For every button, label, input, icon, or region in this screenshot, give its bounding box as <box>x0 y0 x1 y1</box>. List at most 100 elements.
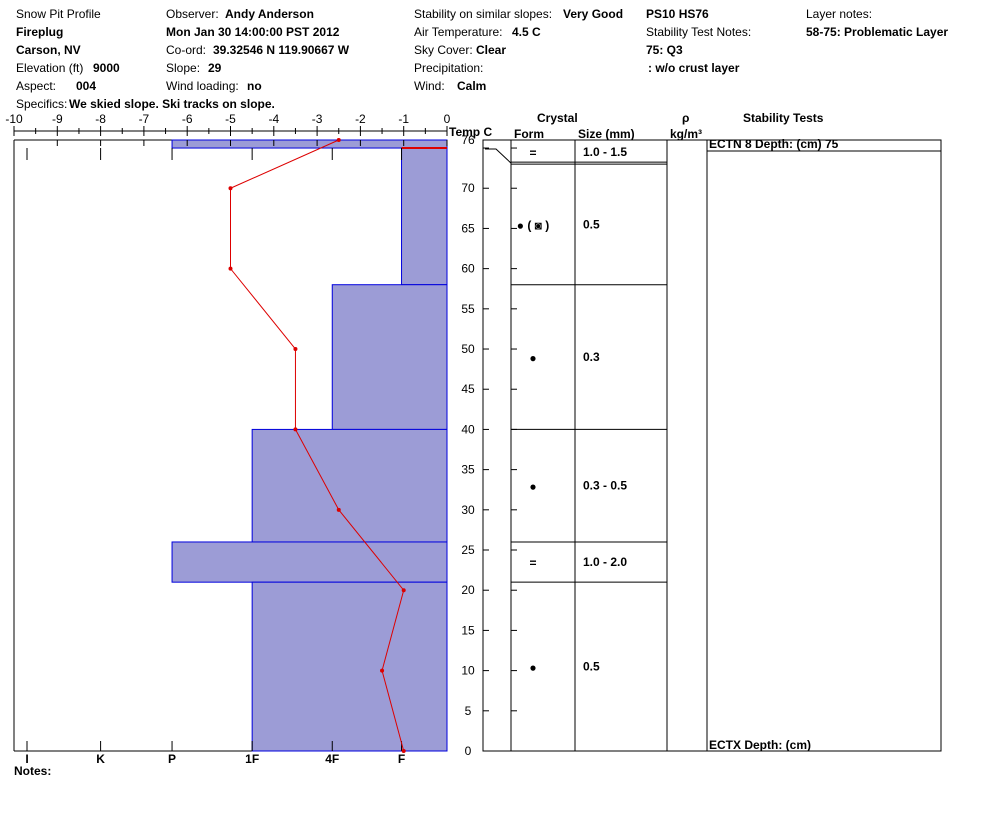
observer-value: Andy Anderson <box>225 7 314 21</box>
temperature-point <box>336 507 341 512</box>
coord-label: Co-ord: <box>166 43 207 57</box>
wind-loading-value: no <box>247 79 262 93</box>
depth-tick-label: 40 <box>461 422 475 436</box>
stability-notes-value: 75: Q3 <box>646 43 683 57</box>
hardness-label-K: K <box>96 752 105 766</box>
crystal-form-2: ● <box>529 351 536 365</box>
stability-tests-panel: ECTN 8 Depth: (cm) 75 ECTX Depth: (cm) <box>706 137 942 752</box>
temp-tick-label: -3 <box>312 112 323 126</box>
temp-tick-label: -1 <box>398 112 409 126</box>
temperature-point <box>228 266 233 271</box>
depth-tick-label: 15 <box>461 623 475 637</box>
stability-value: Very Good <box>563 7 624 21</box>
temperature-point <box>401 749 406 753</box>
air-temp-label: Air Temperature: <box>414 25 503 39</box>
temp-tick-label: -6 <box>182 112 193 126</box>
depth-tick-label: 20 <box>461 583 475 597</box>
stability-panel-frame <box>706 139 942 752</box>
coord-value: 39.32546 N 119.90667 W <box>213 43 350 57</box>
temp-tick-label: -2 <box>355 112 366 126</box>
temp-tick-label: -4 <box>268 112 279 126</box>
crust-note: : w/o crust layer <box>648 61 740 75</box>
temp-tick-label: -5 <box>225 112 236 126</box>
depth-axis: 0 5 10 15 20 25 30 35 40 45 50 55 60 65 70 76 <box>461 133 475 758</box>
depth-tick-label: 50 <box>461 342 475 356</box>
hardness-layer-4 <box>171 541 448 583</box>
layer-connector-line <box>485 148 512 164</box>
crystal-form-4: = <box>529 556 536 570</box>
page-title: Snow Pit Profile <box>16 7 101 21</box>
temp-tick-label: 0 <box>444 112 451 126</box>
sky-label: Sky Cover: <box>414 43 473 57</box>
crystal-size-3: 0.3 - 0.5 <box>583 479 627 493</box>
crystal-form-3: ● <box>529 480 536 494</box>
crystal-size-5: 0.5 <box>583 660 600 674</box>
slope-value: 29 <box>208 61 222 75</box>
hardness-layer-1 <box>401 147 448 286</box>
hardness-label-F: F <box>398 752 405 766</box>
stability-notes-label: Stability Test Notes: <box>646 25 752 39</box>
wind-loading-label: Wind loading: <box>166 79 239 93</box>
stability-label: Stability on similar slopes: <box>414 7 553 21</box>
layer-notes-label: Layer notes: <box>806 7 873 21</box>
specifics-label: Specifics: <box>16 97 68 111</box>
depth-tick-label: 45 <box>461 382 475 396</box>
crystal-size-0: 1.0 - 1.5 <box>583 145 627 159</box>
form-header: Form <box>514 127 544 141</box>
wind-value: Calm <box>457 79 487 93</box>
hardness-label-4F: 4F <box>325 752 339 766</box>
temp-tick-label: -7 <box>139 112 150 126</box>
pit-id: PS10 HS76 <box>646 7 709 21</box>
hardness-layer-2 <box>331 284 448 430</box>
size-header: Size (mm) <box>578 127 635 141</box>
temperature-point <box>293 427 298 432</box>
aspect-label: Aspect: <box>16 79 57 93</box>
depth-tick-label: 35 <box>461 463 475 477</box>
stability-tests-header: Stability Tests <box>743 111 824 125</box>
air-temp-value: 4.5 C <box>512 25 541 39</box>
temperature-point <box>380 668 385 673</box>
specifics-value: We skied slope. Ski tracks on slope. <box>69 97 275 111</box>
depth-tick-label: 10 <box>461 664 475 678</box>
rho-header: ρ <box>682 111 690 125</box>
crystal-size-4: 1.0 - 2.0 <box>583 555 627 569</box>
crystal-size-1: 0.5 <box>583 217 600 231</box>
temp-axis-title: Temp C <box>449 125 492 139</box>
temp-tick-label: -8 <box>95 112 106 126</box>
observer-label: Observer: <box>166 7 219 21</box>
crystal-header: Crystal <box>537 111 578 125</box>
crystal-size-2: 0.3 <box>583 350 600 364</box>
hardness-layers <box>171 139 448 752</box>
elevation-value: 9000 <box>93 61 120 75</box>
depth-tick-label: 60 <box>461 262 475 276</box>
observation-datetime: Mon Jan 30 14:00:00 PST 2012 <box>166 25 340 39</box>
depth-tick-label: 5 <box>465 704 472 718</box>
stability-test-label-0: ECTN 8 Depth: (cm) 75 <box>709 137 839 151</box>
hardness-label-P: P <box>168 752 176 766</box>
depth-tick-label: 25 <box>461 543 475 557</box>
temperature-point <box>228 186 233 191</box>
sky-value: Clear <box>476 43 507 57</box>
temperature-point <box>293 347 298 352</box>
elevation-label: Elevation (ft) <box>16 61 84 75</box>
hardness-axis: I K P 1F 4F F <box>25 148 405 766</box>
hardness-layer-3 <box>251 428 448 543</box>
depth-tick-label: 76 <box>461 133 475 147</box>
aspect-value: 004 <box>76 79 97 93</box>
depth-tick-label: 0 <box>465 744 472 758</box>
temperature-profile <box>228 138 406 753</box>
slope-label: Slope: <box>166 61 201 75</box>
temperature-point <box>401 588 406 593</box>
temperature-point <box>336 138 341 142</box>
stability-test-label-1: ECTX Depth: (cm) <box>709 738 811 752</box>
crystal-form-0: = <box>529 146 536 160</box>
depth-tick-label: 70 <box>461 181 475 195</box>
depth-tick-label: 30 <box>461 503 475 517</box>
hardness-label-I: I <box>25 752 28 766</box>
precip-label: Precipitation: <box>414 61 484 75</box>
temp-tick-label: -10 <box>5 112 23 126</box>
density-unit-header: kg/m³ <box>670 127 703 141</box>
hardness-layer-0 <box>171 139 448 149</box>
crystal-form-1: ● ( ◙ ) <box>517 218 550 232</box>
